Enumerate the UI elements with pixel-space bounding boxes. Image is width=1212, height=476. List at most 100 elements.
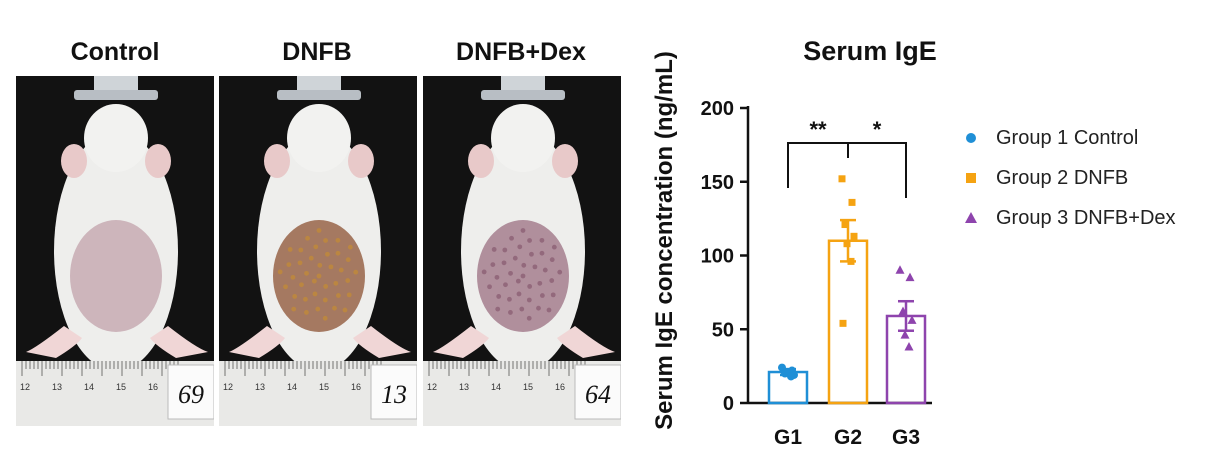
lesion-spot — [332, 305, 337, 311]
x-tick-label: G2 — [834, 426, 862, 449]
lesion-spot — [526, 297, 532, 303]
y-axis-label: Serum IgE concentration (ng/mL) — [651, 51, 678, 430]
photo-label-control: Control — [70, 38, 160, 66]
data-point — [895, 265, 905, 274]
lesion-spot — [304, 270, 309, 276]
lesion-spot — [347, 244, 353, 250]
lesion-spot — [277, 269, 283, 275]
lesion-spot — [495, 306, 501, 312]
lesion-spot — [323, 238, 328, 243]
ruler-mark-label: 16 — [351, 382, 361, 392]
mouse-leg — [229, 326, 285, 358]
data-point — [907, 315, 917, 324]
ruler-mark-label: 16 — [148, 382, 158, 392]
lesion-spot — [353, 269, 359, 275]
legend-item: Group 2 DNFB — [960, 158, 1176, 198]
lesion-spot — [322, 297, 328, 303]
lesion-spot — [507, 296, 512, 302]
y-tick-label: 150 — [701, 172, 734, 194]
lesion-spot — [508, 270, 513, 276]
ruler-mark-label: 12 — [223, 382, 233, 392]
mouse-photo-control: 12 13 14 15 16 69 — [16, 76, 214, 426]
significance-label: ** — [809, 117, 827, 142]
photo-label-dnfb: DNFB — [282, 38, 352, 66]
lesion-spot — [501, 260, 507, 266]
ruler-mark-label: 14 — [84, 382, 94, 392]
mouse-ear — [145, 144, 171, 178]
chart-title: Serum IgE — [803, 36, 937, 66]
significance-label: * — [873, 117, 882, 142]
data-point — [847, 257, 855, 265]
restrainer-ring — [74, 90, 158, 100]
restrainer-top — [297, 76, 341, 90]
lesion-spot — [517, 244, 523, 250]
y-tick-label: 100 — [701, 246, 734, 268]
lesion-spot — [298, 247, 304, 253]
lesion-spot — [316, 273, 322, 279]
lesion-spot — [287, 247, 293, 252]
lesion-spot — [536, 305, 541, 311]
data-point — [904, 341, 914, 351]
lesion-spot — [521, 262, 527, 268]
lesion-spot — [508, 310, 513, 315]
data-point — [838, 175, 846, 183]
lesion-spot — [526, 315, 532, 321]
lesion-spot — [546, 307, 552, 313]
mouse-ear — [348, 144, 374, 178]
restrainer-ring — [277, 90, 361, 100]
data-point — [787, 372, 795, 381]
lesion-spot — [323, 284, 329, 289]
mouse-ear — [61, 144, 87, 178]
lesion-spot — [286, 262, 292, 267]
lesion-spot — [542, 267, 548, 273]
lesion-spot — [549, 278, 555, 283]
lesion-spot — [335, 250, 341, 256]
lesion-spot — [537, 280, 543, 286]
id-card — [574, 364, 621, 420]
lesion-spot — [509, 235, 514, 241]
lesion-spot — [491, 247, 497, 252]
chart-legend: Group 1 Control Group 2 DNFB Group 3 DNFB+… — [960, 118, 1176, 238]
lesion-spot — [539, 293, 545, 298]
mouse-id-number: 64 — [585, 380, 611, 409]
lesion-spot — [502, 247, 508, 253]
lesion-spot — [311, 278, 317, 284]
mouse-head — [491, 104, 555, 172]
lesion-spot — [335, 237, 341, 243]
lesion-spot — [549, 257, 555, 263]
lesion-spot — [299, 282, 304, 288]
lesion-spot — [532, 264, 538, 270]
data-point — [898, 306, 908, 316]
lesion-spot — [322, 315, 328, 321]
lesion-spot — [494, 274, 500, 280]
lesion-spot — [520, 228, 526, 233]
mouse-leg — [150, 326, 208, 358]
legend-label: Group 3 DNFB+Dex — [996, 206, 1176, 229]
lesion-spot — [290, 274, 296, 280]
data-point — [839, 319, 847, 327]
serum-ige-chart: Serum IgE Serum IgE concentration (ng/mL)… — [651, 36, 937, 449]
lesion-spot — [342, 307, 348, 313]
id-card — [370, 364, 417, 420]
lesion-spot — [550, 292, 556, 298]
lesion-spot — [297, 260, 303, 266]
restrainer-top — [94, 76, 138, 90]
y-tick-label: 0 — [723, 393, 734, 415]
legend-marker-square-icon — [960, 168, 982, 188]
lesion-spot — [512, 255, 518, 261]
lesion-spot — [283, 284, 288, 290]
lesion-spot — [338, 267, 344, 273]
lesion-spot — [325, 251, 330, 257]
data-point — [850, 232, 858, 240]
id-card — [167, 364, 214, 420]
x-tick-label: G1 — [774, 426, 802, 449]
mouse-ear — [264, 144, 290, 178]
lesion-spot — [315, 306, 321, 312]
mouse-ear — [468, 144, 494, 178]
photo-drawing: 12 13 14 15 16 64 — [423, 76, 621, 426]
ruler-mark-label: 15 — [523, 382, 533, 392]
lesion-spot — [557, 269, 563, 275]
ruler-mark-label: 12 — [427, 382, 437, 392]
lesion-spot — [539, 237, 545, 243]
data-point — [900, 330, 910, 339]
